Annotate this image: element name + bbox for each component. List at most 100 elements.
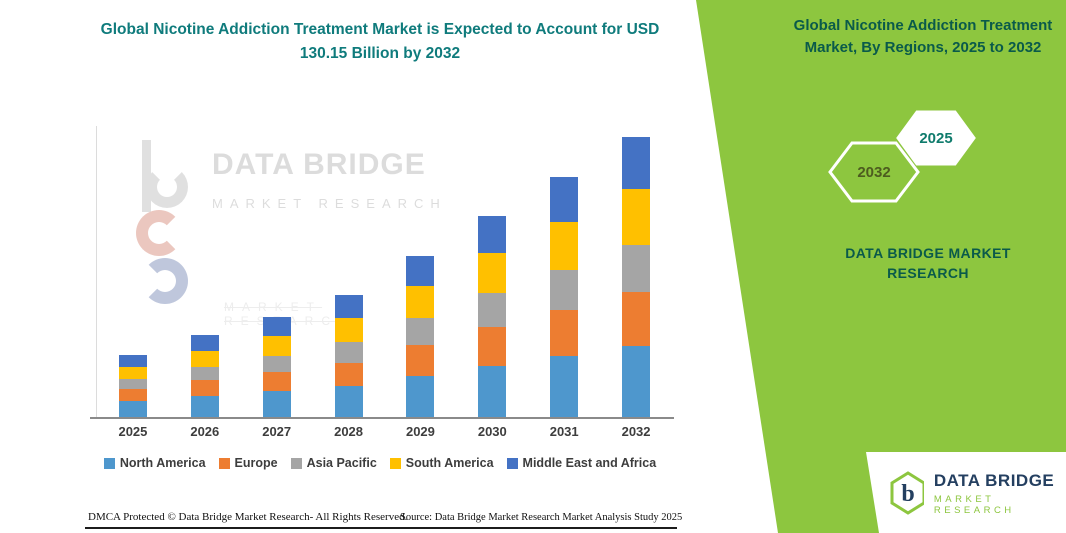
segment-2028 — [334, 385, 363, 417]
segment-2026 — [190, 350, 219, 368]
bar-slot-2027 — [241, 317, 313, 417]
stacked-bar-2030 — [478, 216, 507, 417]
bar-plot — [97, 120, 672, 417]
footer-divider — [85, 527, 677, 529]
segment-2028 — [334, 362, 363, 386]
stacked-bar-2031 — [550, 177, 579, 417]
chart-legend: North America Europe Asia Pacific South Ame… — [80, 456, 680, 470]
bar-slot-2028 — [313, 295, 385, 417]
logo-brand: DATA BRIDGE — [933, 470, 1055, 490]
source-note: Source: Data Bridge Market Research Mark… — [400, 512, 683, 523]
legend-swatch — [218, 457, 230, 469]
watermark-brand: DATA BRIDGE — [212, 148, 426, 181]
segment-2026 — [190, 380, 219, 396]
legend-label: Middle East and Africa — [522, 456, 657, 470]
segment-2025 — [118, 400, 147, 417]
segment-2029 — [406, 345, 435, 376]
x-axis-labels: 2025 2026 2027 2028 2029 2030 2031 2032 — [97, 424, 672, 439]
legend-label: South America — [405, 456, 494, 470]
segment-2029 — [406, 256, 435, 286]
x-axis-line — [90, 417, 674, 419]
y-axis-line — [96, 126, 97, 417]
segment-2028 — [334, 295, 363, 318]
segment-2032 — [622, 245, 651, 293]
x-tick-label-2031: 2031 — [549, 424, 579, 439]
logo-letter: b — [901, 481, 914, 507]
logo-background — [866, 452, 1066, 533]
dmca-notice: DMCA Protected © Data Bridge Market Rese… — [88, 511, 408, 523]
stacked-bar-2032 — [622, 137, 651, 417]
segment-2030 — [478, 216, 507, 254]
legend-item: North America — [103, 456, 206, 470]
segment-2027 — [262, 372, 291, 392]
watermark-ring-red — [136, 210, 182, 256]
watermark-sub: MARKET RESEARCH — [212, 196, 447, 211]
year-hexagons: 2032 2025 — [828, 110, 976, 203]
watermark-text-block: DATA BRIDGE MARKET RESEARCH — [212, 140, 447, 315]
legend-item: Middle East and Africa — [506, 456, 657, 470]
segment-2029 — [406, 285, 435, 319]
stacked-bar-2028 — [334, 295, 363, 417]
bar-slot-2025 — [97, 354, 169, 417]
bar-slot-2030 — [456, 216, 528, 417]
stacked-bar-2026 — [190, 335, 219, 417]
segment-2030 — [478, 327, 507, 366]
segment-2029 — [406, 375, 435, 417]
chart-title: Global Nicotine Addiction Treatment Mark… — [100, 21, 660, 63]
hexagon-2025 — [896, 110, 976, 166]
x-tick-label-2029: 2029 — [405, 424, 435, 439]
logo-hexagon-icon: b — [890, 471, 924, 515]
segment-2025 — [118, 389, 147, 401]
segment-2032 — [622, 292, 651, 346]
x-tick-label-2028: 2028 — [334, 424, 364, 439]
segment-2029 — [406, 318, 435, 346]
logo-sub: MARKET RESEARCH — [933, 493, 1015, 516]
hexagon-2025-label: 2025 — [919, 130, 952, 147]
segment-2027 — [262, 317, 291, 336]
x-tick-label-2030: 2030 — [477, 424, 507, 439]
segment-2026 — [190, 335, 219, 351]
legend-label: Asia Pacific — [306, 456, 377, 470]
watermark-logo-icon — [136, 140, 196, 315]
segment-2027 — [262, 391, 291, 417]
watermark-ring-gray — [146, 166, 188, 208]
segment-2030 — [478, 365, 507, 417]
legend-item: South America — [389, 456, 494, 470]
bar-slot-2026 — [169, 335, 241, 417]
databridge-logo: b DATA BRIDGE MARKET RESEARCH — [888, 470, 1066, 516]
logo-text-block: DATA BRIDGE MARKET RESEARCH — [934, 471, 1066, 516]
segment-2025 — [118, 354, 147, 367]
watermark: DATA BRIDGE MARKET RESEARCH MARKET RESEA… — [136, 140, 447, 328]
right-panel-title: Global Nicotine Addiction Treatment Mark… — [793, 17, 1053, 56]
segment-2030 — [478, 293, 507, 328]
stacked-bar-2027 — [262, 317, 291, 417]
legend-label: Europe — [234, 456, 278, 470]
segment-2032 — [622, 137, 651, 190]
segment-2031 — [550, 310, 579, 356]
segment-2031 — [550, 221, 579, 270]
segment-2027 — [262, 335, 291, 356]
segment-2025 — [118, 379, 147, 390]
segment-2031 — [550, 355, 579, 417]
watermark-logo-stem — [142, 140, 151, 212]
segment-2032 — [622, 189, 651, 246]
x-tick-label-2027: 2027 — [262, 424, 292, 439]
x-tick-label-2026: 2026 — [190, 424, 220, 439]
hexagon-2032 — [828, 141, 920, 203]
hexagon-2032-label: 2032 — [857, 164, 890, 181]
segment-2028 — [334, 342, 363, 363]
bar-slot-2031 — [528, 177, 600, 417]
segment-2031 — [550, 177, 579, 222]
legend-label: North America — [119, 456, 206, 470]
legend-swatch — [506, 457, 518, 469]
legend-swatch — [103, 457, 115, 469]
legend-swatch — [290, 457, 302, 469]
segment-2027 — [262, 355, 291, 373]
legend-item: Europe — [218, 456, 278, 470]
legend-item: Asia Pacific — [290, 456, 377, 470]
stacked-bar-2025 — [118, 354, 147, 417]
x-tick-label-2025: 2025 — [118, 424, 148, 439]
bar-slot-2032 — [600, 137, 672, 417]
logo-hexagon-outline — [890, 471, 924, 515]
